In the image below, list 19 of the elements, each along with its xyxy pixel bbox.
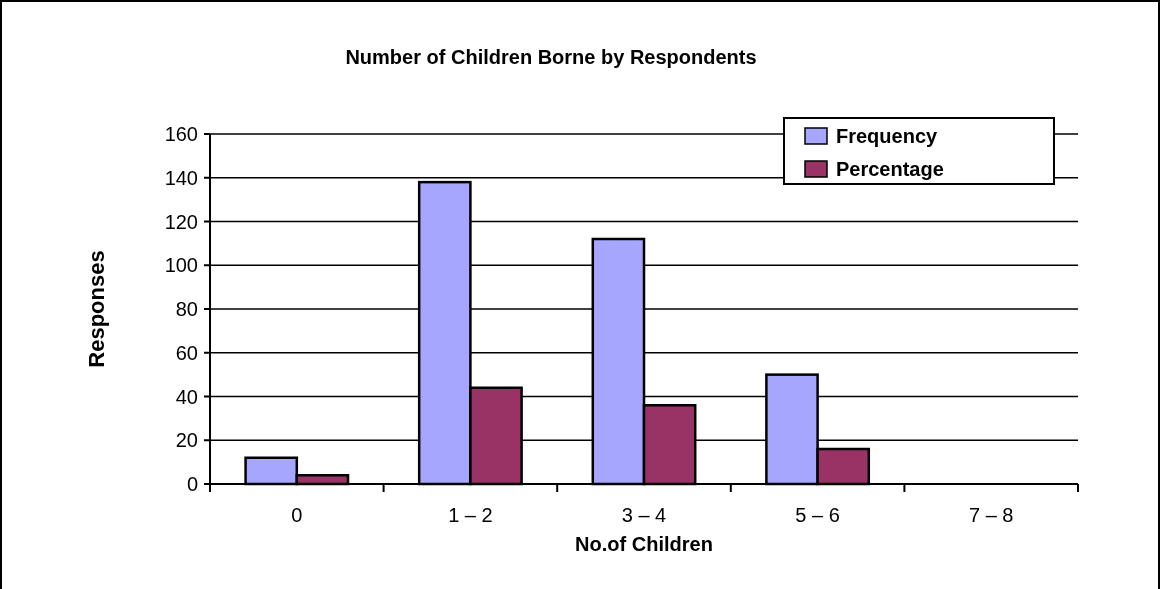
- y-axis-title: Responses: [84, 250, 109, 368]
- y-tick-label: 160: [164, 123, 198, 145]
- y-tick-label: 120: [164, 210, 198, 233]
- legend-label: Percentage: [836, 158, 944, 180]
- x-tick-label: 7 – 8: [968, 504, 1014, 526]
- y-tick-label: 140: [164, 166, 198, 189]
- y-tick-label: 20: [175, 429, 198, 452]
- chart-title: Number of Children Borne by Respondents: [345, 46, 757, 68]
- x-tick-label: 1 – 2: [448, 504, 493, 526]
- legend-label: Frequency: [836, 125, 939, 147]
- y-tick-label: 80: [175, 298, 198, 320]
- x-tick-label: 0: [291, 504, 303, 526]
- x-tick-label: 3 – 4: [621, 504, 667, 526]
- x-axis-title: No.of Children: [575, 533, 713, 555]
- y-tick-label: 40: [175, 385, 198, 408]
- y-tick-label: 60: [175, 341, 198, 364]
- x-tick-label: 5 – 6: [795, 504, 840, 526]
- y-tick-label: 100: [164, 254, 198, 277]
- y-tick-label: 0: [186, 473, 198, 495]
